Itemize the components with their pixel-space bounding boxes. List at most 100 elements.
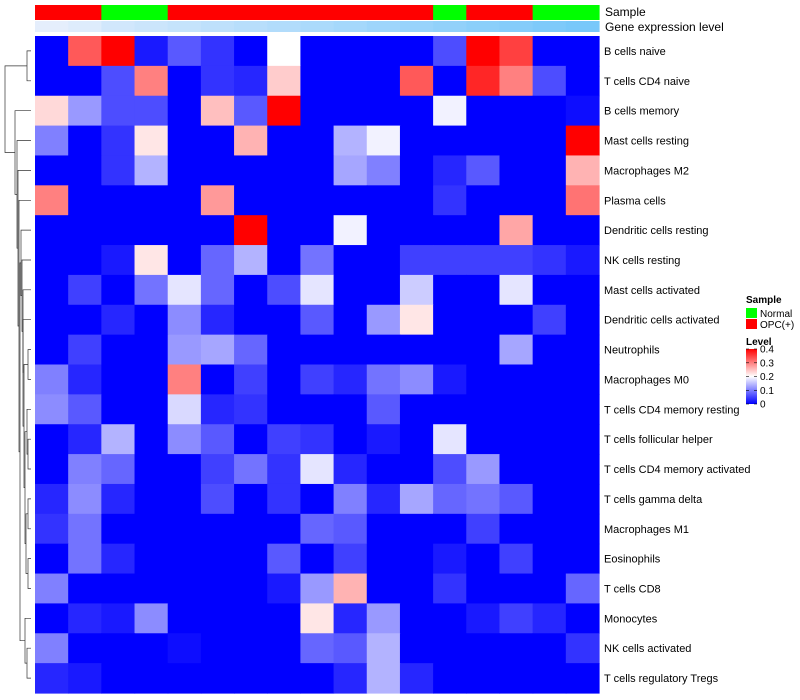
heatmap-cell — [433, 543, 467, 575]
heatmap-cell — [200, 663, 235, 694]
heatmap-cell — [101, 633, 136, 664]
heatmap-cell — [300, 543, 335, 575]
heatmap-cell — [399, 424, 434, 455]
heatmap-cell — [200, 334, 235, 366]
row-label: Mast cells activated — [604, 285, 700, 297]
heatmap-cell — [333, 334, 368, 366]
heatmap-cell — [499, 65, 534, 97]
heatmap-cell — [134, 185, 169, 216]
gene-expression-annotation-cell — [267, 21, 302, 32]
heatmap-cell — [466, 245, 501, 276]
sample-annotation-cell — [101, 5, 136, 20]
heatmap-cell — [134, 245, 169, 276]
heatmap-cell — [565, 125, 600, 157]
heatmap-cell — [333, 245, 368, 276]
heatmap-cell — [167, 364, 202, 395]
heatmap-cell — [134, 603, 169, 634]
sample-annotation-cell — [134, 5, 169, 20]
dendrogram-branch — [22, 289, 31, 373]
heatmap-cell — [35, 603, 69, 634]
heatmap-cell — [267, 543, 302, 575]
heatmap-cell — [35, 245, 69, 276]
heatmap-cell — [532, 185, 567, 216]
heatmap-cell — [532, 95, 567, 127]
heatmap-cell — [101, 513, 136, 545]
heatmap-cell — [466, 364, 501, 395]
heatmap-cell — [565, 36, 600, 67]
heatmap-cell — [333, 483, 368, 515]
heatmap-cell — [234, 633, 268, 664]
heatmap-cell — [499, 304, 534, 336]
heatmap-cell — [234, 215, 268, 246]
heatmap-cell — [399, 125, 434, 157]
heatmap-cell — [366, 543, 401, 575]
heatmap-cell — [333, 603, 368, 634]
heatmap-cell — [68, 573, 102, 605]
heatmap-cell — [565, 215, 600, 246]
heatmap-cell — [333, 543, 368, 575]
heatmap-cell — [167, 215, 202, 246]
heatmap-cell — [532, 454, 567, 485]
heatmap-cell — [167, 603, 202, 634]
heatmap-cell — [101, 155, 136, 186]
heatmap-cell — [68, 95, 102, 127]
dendrogram-branch — [26, 408, 31, 455]
heatmap-cell — [466, 543, 501, 575]
heatmap-cell — [101, 364, 136, 395]
heatmap-cell — [433, 364, 467, 395]
heatmap-cell — [433, 155, 467, 186]
heatmap-cell — [167, 394, 202, 425]
heatmap-cell — [300, 274, 335, 306]
heatmap-cell — [134, 454, 169, 485]
row-label: B cells naive — [604, 46, 666, 58]
heatmap-cell — [433, 36, 467, 67]
heatmap-cell — [499, 36, 534, 67]
heatmap-cell — [101, 334, 136, 366]
heatmap-cell — [366, 125, 401, 157]
heatmap-cell — [499, 483, 534, 515]
heatmap-cell — [565, 603, 600, 634]
heatmap-cell — [35, 155, 69, 186]
heatmap-cell — [35, 65, 69, 97]
heatmap-cell — [466, 65, 501, 97]
heatmap-cell — [565, 274, 600, 306]
dendrogram-branch — [26, 50, 31, 82]
heatmap-cell — [499, 603, 534, 634]
heatmap-cell — [466, 483, 501, 515]
heatmap-cell — [399, 65, 434, 97]
heatmap-cell — [35, 334, 69, 366]
heatmap-cell — [466, 334, 501, 366]
heatmap-cell — [234, 603, 268, 634]
heatmap-cell — [300, 364, 335, 395]
sample-annotation-cell — [433, 5, 467, 20]
heatmap-cell — [234, 334, 268, 366]
sample-annotation-cell — [68, 5, 102, 20]
heatmap-cell — [499, 95, 534, 127]
heatmap-cell — [433, 424, 467, 455]
heatmap-cell — [200, 155, 235, 186]
heatmap-cell — [399, 274, 434, 306]
heatmap-cell — [333, 573, 368, 605]
heatmap-cell — [267, 334, 302, 366]
heatmap-cell — [68, 394, 102, 425]
heatmap-cell — [499, 573, 534, 605]
heatmap-cell — [565, 364, 600, 395]
heatmap-cell — [499, 245, 534, 276]
heatmap-cell — [267, 245, 302, 276]
legend-level-title: Level — [746, 337, 772, 348]
heatmap-cell — [399, 364, 434, 395]
sample-annotation-cell — [167, 5, 202, 20]
heatmap-cell — [35, 274, 69, 306]
heatmap-cell — [399, 603, 434, 634]
heatmap-cell — [300, 304, 335, 336]
legend-tick-label: 0.4 — [760, 345, 774, 356]
row-label: Plasma cells — [604, 195, 666, 207]
heatmap-cell — [333, 185, 368, 216]
heatmap-cell — [499, 663, 534, 694]
heatmap-cell — [35, 394, 69, 425]
heatmap-cell — [399, 185, 434, 216]
heatmap-cell — [532, 364, 567, 395]
heatmap-cell — [366, 663, 401, 694]
heatmap-cell — [300, 125, 335, 157]
heatmap-cell — [101, 394, 136, 425]
